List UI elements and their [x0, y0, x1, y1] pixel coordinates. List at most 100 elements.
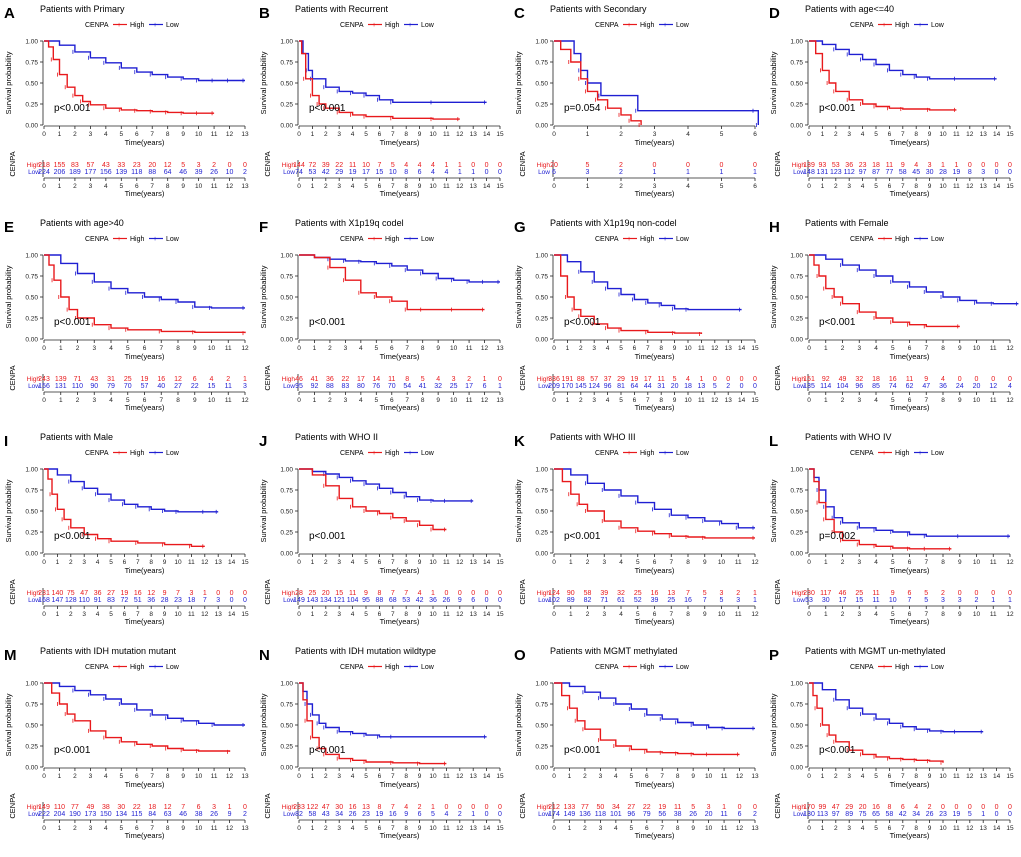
x-tick-label: 1	[821, 773, 825, 780]
risk-count-low: 204	[54, 811, 66, 818]
risk-x-tick-label: 7	[669, 611, 673, 618]
panel-letter: N	[259, 647, 270, 664]
km-panel-c: C Patients with Secondary CENPA + High + Low 0.…	[514, 4, 759, 198]
legend-high-label: High	[640, 236, 655, 243]
y-tick-label: 0.50	[280, 509, 293, 516]
risk-count-low: 91	[94, 597, 102, 604]
risk-count-low: 149	[564, 811, 576, 818]
x-tick-label: 7	[150, 131, 154, 138]
risk-count-low: 4	[431, 169, 435, 176]
risk-x-tick-label: 0	[552, 397, 556, 404]
risk-count-low: 173	[85, 811, 97, 818]
risk-x-tick-label: 11	[990, 397, 997, 404]
x-tick-label: 2	[324, 131, 328, 138]
risk-count-high: 4	[914, 804, 918, 811]
risk-x-tick-label: 1	[568, 825, 572, 832]
risk-row-high-label: High	[537, 590, 551, 597]
risk-count-high: 0	[1008, 376, 1012, 383]
risk-count-low: 12	[989, 383, 997, 390]
risk-count-high: 18	[148, 804, 156, 811]
risk-count-high: 5	[421, 376, 425, 383]
risk-count-low: 6	[418, 811, 422, 818]
risk-count-low: 51	[134, 597, 142, 604]
risk-count-low: 5	[968, 811, 972, 818]
y-tick-label: 0.50	[790, 509, 803, 516]
panel-letter: P	[769, 647, 779, 664]
legend-high-mark: +	[372, 450, 376, 457]
risk-count-high: 0	[740, 376, 744, 383]
legend-low-label: Low	[421, 236, 435, 243]
risk-count-low: 131	[55, 383, 67, 390]
km-panel-a: A Patients with Primary CENPA + High + Low 0.00…	[4, 4, 249, 198]
x-tick-label: 12	[241, 345, 249, 352]
risk-row-low-label: Low	[28, 383, 40, 390]
legend-title: CENPA	[595, 22, 619, 29]
risk-table-title: CENPA	[773, 151, 782, 176]
x-tick-label: 11	[211, 131, 218, 138]
x-axis-label: Time(years)	[890, 138, 930, 147]
risk-count-high: 1	[228, 804, 232, 811]
risk-x-tick-label: 0	[807, 611, 811, 618]
risk-x-tick-label: 9	[163, 611, 167, 618]
x-tick-label: 8	[166, 131, 170, 138]
x-tick-label: 6	[143, 345, 147, 352]
risk-count-low: 83	[107, 597, 115, 604]
y-tick-label: 1.00	[280, 467, 293, 474]
y-tick-label: 0.50	[790, 295, 803, 302]
y-tick-label: 1.00	[790, 39, 803, 46]
low-survival-curve	[809, 468, 1010, 537]
x-tick-label: 11	[225, 345, 232, 352]
risk-x-axis-label: Time(years)	[380, 617, 420, 626]
risk-count-high: 0	[981, 162, 985, 169]
high-survival-curve	[809, 468, 952, 550]
risk-x-tick-label: 11	[698, 397, 705, 404]
x-tick-label: 10	[705, 773, 713, 780]
risk-count-high: 139	[803, 162, 815, 169]
risk-count-high: 22	[335, 162, 343, 169]
x-tick-label: 0	[552, 773, 556, 780]
risk-count-high: 0	[995, 804, 999, 811]
x-tick-label: 7	[159, 345, 163, 352]
p-value: p<0.001	[819, 317, 856, 328]
x-tick-label: 2	[586, 559, 590, 566]
panel-title: Patients with Secondary	[550, 4, 647, 14]
risk-count-low: 28	[939, 169, 947, 176]
km-panel-j: J Patients with WHO II CENPA + High + Low 0.00 0…	[259, 432, 504, 626]
legend-low-mark: +	[153, 236, 157, 243]
risk-count-low: 113	[817, 811, 828, 818]
x-tick-label: 1	[58, 773, 62, 780]
y-tick-label: 0.75	[25, 702, 38, 709]
risk-count-high: 124	[548, 590, 560, 597]
x-tick-label: 11	[990, 345, 997, 352]
risk-row-high-label: High	[282, 162, 296, 169]
y-tick-label: 0.25	[535, 530, 548, 537]
risk-x-tick-label: 8	[404, 183, 408, 190]
x-tick-label: 3	[857, 345, 861, 352]
y-tick-label: 0.75	[25, 60, 38, 67]
risk-count-low: 0	[498, 169, 502, 176]
x-tick-label: 4	[861, 773, 865, 780]
x-tick-label: 1	[56, 559, 60, 566]
risk-count-low: 1	[458, 169, 462, 176]
legend-low-label: Low	[676, 450, 690, 457]
risk-x-tick-label: 1	[824, 397, 828, 404]
risk-x-tick-label: 0	[42, 611, 46, 618]
x-tick-label: 5	[364, 131, 368, 138]
risk-count-high: 1	[444, 162, 448, 169]
risk-x-tick-label: 5	[891, 611, 895, 618]
x-tick-label: 1	[59, 345, 63, 352]
risk-count-low: 9	[458, 597, 462, 604]
risk-count-high: 7	[404, 590, 408, 597]
legend-title: CENPA	[340, 236, 364, 243]
x-tick-label: 0	[297, 345, 301, 352]
risk-row-high-label: High	[27, 590, 41, 597]
x-tick-label: 9	[418, 559, 422, 566]
high-survival-curve	[809, 682, 944, 763]
x-tick-label: 5	[619, 345, 623, 352]
legend-high-mark: +	[372, 664, 376, 671]
risk-x-tick-label: 6	[135, 825, 139, 832]
risk-count-high: 11	[886, 162, 893, 169]
risk-x-tick-label: 8	[686, 611, 690, 618]
risk-x-tick-label: 2	[841, 397, 845, 404]
x-tick-label: 13	[470, 559, 478, 566]
